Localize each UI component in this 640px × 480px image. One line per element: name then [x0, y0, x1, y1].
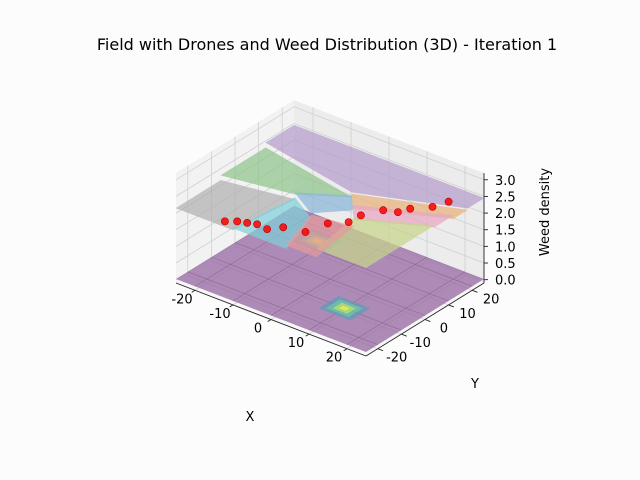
y-tick-mark	[424, 319, 431, 322]
grid-line-z	[175, 122, 485, 197]
surface-grid-line	[308, 256, 428, 331]
partition-region	[175, 180, 296, 231]
plot-area	[175, 124, 485, 352]
y-tick-mark	[401, 333, 407, 337]
y-tick-mark	[448, 304, 455, 308]
z-axis-label: Weed density	[538, 168, 553, 256]
drone-point	[233, 217, 242, 226]
y-tick-label: 20	[483, 292, 500, 307]
partition-region	[294, 192, 354, 214]
drone-point	[301, 228, 310, 236]
x-tick-label: 10	[288, 336, 305, 351]
y-axis-label: Y	[470, 377, 479, 392]
drone-point	[263, 225, 271, 233]
drone-point	[344, 218, 353, 226]
x-tick-label: 20	[326, 351, 343, 366]
surface-grid-line	[234, 242, 426, 316]
z-tick-label: 0.0	[495, 274, 516, 289]
surface-grid-line	[346, 271, 466, 345]
partition-region	[285, 214, 355, 258]
z-tick-label: 2.5	[495, 190, 516, 205]
drone-point	[323, 219, 332, 228]
drone-point	[406, 204, 415, 213]
y-tick-label: 0	[440, 322, 448, 337]
x-tick-mark	[343, 348, 348, 352]
x-tick-mark	[191, 289, 196, 293]
drone-point	[220, 217, 229, 226]
drone-point	[428, 202, 437, 211]
drone-point	[243, 218, 252, 227]
z-tick-label: 1.0	[495, 240, 516, 255]
drone-point	[379, 206, 388, 215]
drone-point	[356, 211, 365, 220]
chart-title: Field with Drones and Weed Distribution …	[97, 35, 557, 54]
x-tick-label: -10	[209, 307, 230, 322]
x-tick-mark	[267, 319, 272, 322]
drone-point	[444, 197, 453, 206]
partition-region	[265, 124, 485, 209]
drone-point	[393, 208, 402, 216]
weed-hotspot	[338, 305, 350, 311]
z-tick-label: 2.0	[495, 207, 516, 222]
partition-region	[220, 147, 352, 198]
z-tick-label: 0.5	[495, 257, 516, 272]
x-tick-label: -20	[171, 292, 192, 307]
x-tick-mark	[229, 304, 234, 308]
x-axis-label: X	[246, 410, 255, 425]
x-tick-mark	[305, 333, 310, 337]
y-tick-mark	[472, 289, 478, 293]
axis-lines	[175, 173, 488, 357]
drone-point	[279, 223, 288, 232]
x-tick-label: 0	[254, 322, 262, 337]
drone-point	[253, 220, 261, 229]
y-tick-label: 10	[459, 307, 476, 322]
z-tick-label: 3.0	[495, 174, 516, 189]
y-tick-label: -20	[386, 351, 407, 366]
y-tick-label: -10	[410, 336, 431, 351]
grid-line-z	[175, 106, 485, 181]
y-tick-mark	[377, 348, 384, 352]
z-tick-label: 1.5	[495, 224, 516, 239]
